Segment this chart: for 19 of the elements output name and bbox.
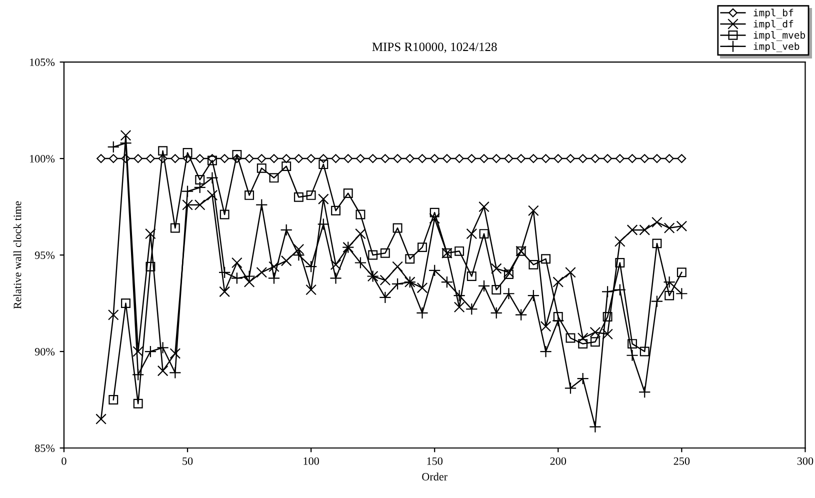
y-tick-label: 105% — [30, 58, 55, 66]
x-tick-label: 300 — [797, 457, 814, 465]
legend-label: impl_df — [754, 20, 794, 30]
y-axis-title: Relative wall clock time — [13, 201, 22, 309]
chart-title: MIPS R10000, 1024/128 — [372, 42, 497, 53]
y-tick-label: 90% — [34, 348, 55, 356]
y-tick-label: 95% — [34, 251, 55, 260]
x-tick-label: 100 — [304, 457, 319, 465]
y-tick-label: 100% — [30, 155, 55, 163]
legend-label: impl_bf — [754, 8, 794, 19]
legend-label: impl_mveb — [754, 31, 806, 41]
x-tick-label: 150 — [427, 457, 443, 465]
x-tick-label: 200 — [550, 457, 566, 465]
y-tick-label: 85% — [35, 444, 55, 452]
x-tick-label: 250 — [674, 457, 690, 465]
legend-label: impl_veb — [754, 42, 800, 52]
x-axis-title: Order — [422, 472, 448, 480]
x-tick-label: 50 — [182, 457, 193, 465]
x-tick-label: 0 — [62, 457, 66, 465]
